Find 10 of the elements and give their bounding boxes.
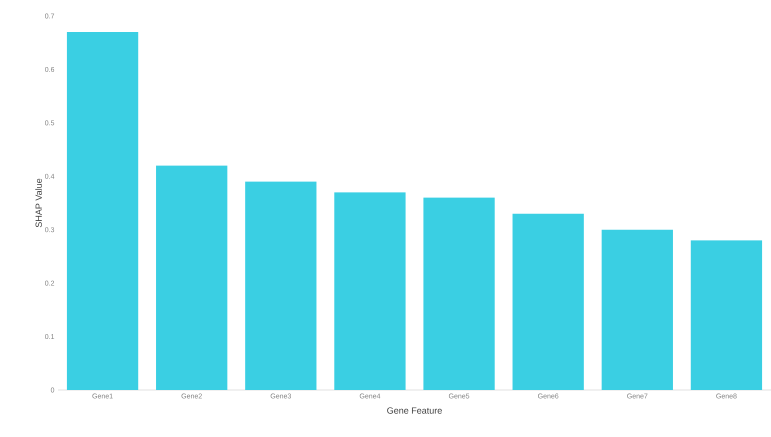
x-axis-title: Gene Feature — [387, 407, 442, 414]
bar — [334, 192, 406, 390]
bar — [512, 214, 584, 390]
bar — [245, 182, 316, 390]
bar — [602, 230, 673, 390]
bar — [156, 166, 228, 390]
bar — [66, 32, 138, 390]
bar — [423, 198, 495, 390]
bar — [690, 240, 762, 390]
y-axis-title: SHAP Value — [35, 178, 42, 228]
